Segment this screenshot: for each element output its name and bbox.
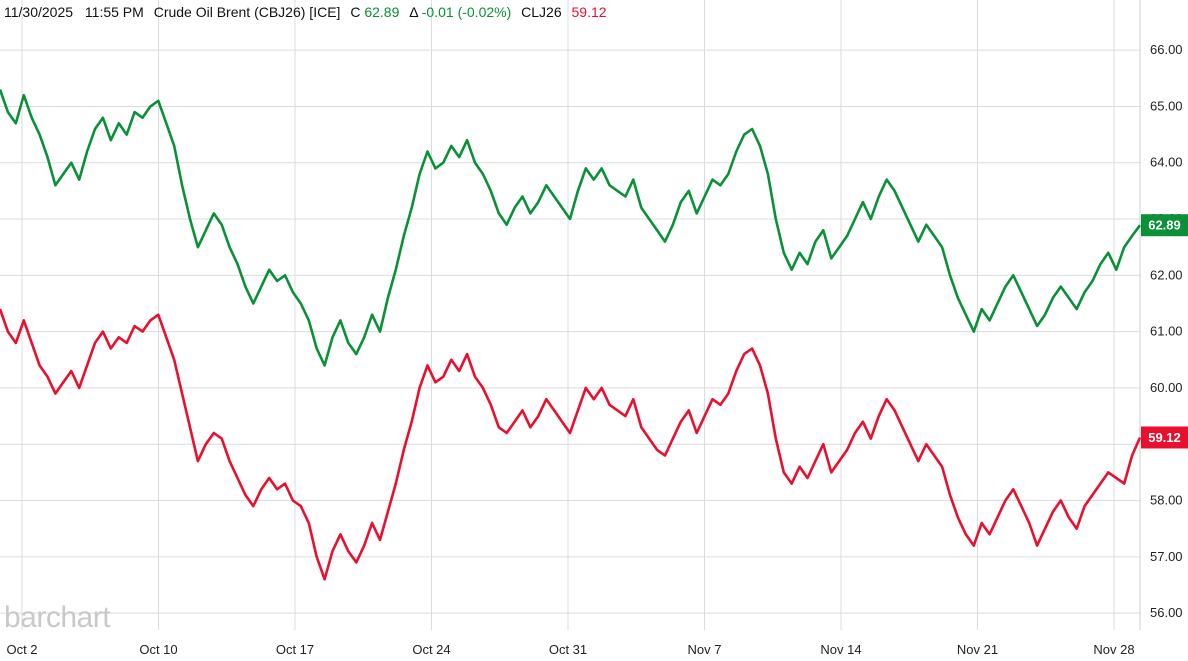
x-axis-ticks: Oct 2 Oct 10 Oct 17 Oct 24 Oct 31 Nov 7 Nov 14… [6, 642, 1134, 657]
header-time: 11:55 PM [85, 4, 144, 20]
header-delta-prefix: Δ [409, 4, 418, 20]
x-tick-label: Oct 24 [412, 642, 450, 657]
last-price-badges: 62.89 59.12 [1141, 214, 1188, 449]
y-tick-label: 66.00 [1150, 42, 1183, 57]
y-tick-label: 61.00 [1150, 324, 1183, 339]
header-compare-value: 59.12 [572, 4, 607, 20]
y-axis-ticks: 66.0065.0064.0063.0062.0061.0060.0059.00… [1150, 42, 1183, 620]
chart-header: 11/30/2025 11:55 PM Crude Oil Brent (CBJ… [4, 4, 607, 20]
grid-lines [0, 0, 1141, 630]
header-date: 11/30/2025 [4, 4, 73, 20]
x-tick-label: Nov 14 [820, 642, 861, 657]
y-tick-label: 58.00 [1150, 493, 1183, 508]
barchart-watermark: barchart [4, 601, 111, 634]
y-tick-label: 64.00 [1150, 155, 1183, 170]
series-lines [0, 89, 1142, 581]
header-close-prefix: C [350, 4, 360, 20]
header-instrument-name: Crude Oil Brent (CBJ26) [ICE] [154, 4, 341, 20]
last-price-badge-compare [1141, 426, 1188, 449]
y-tick-label: 56.00 [1150, 605, 1183, 620]
header-close-value: 62.89 [364, 4, 399, 20]
x-tick-label: Nov 28 [1093, 642, 1134, 657]
x-tick-label: Nov 21 [957, 642, 998, 657]
series-line-clj26 [0, 308, 1142, 581]
y-tick-label: 65.00 [1150, 98, 1183, 113]
x-tick-label: Nov 7 [688, 642, 722, 657]
x-tick-label: Oct 31 [549, 642, 587, 657]
x-tick-label: Oct 2 [6, 642, 37, 657]
x-tick-label: Oct 17 [276, 642, 314, 657]
series-line-brent [0, 89, 1142, 367]
y-tick-label: 57.00 [1150, 549, 1183, 564]
x-tick-label: Oct 10 [139, 642, 177, 657]
y-tick-label: 60.00 [1150, 380, 1183, 395]
last-price-label-primary: 62.89 [1148, 218, 1181, 233]
header-compare-symbol: CLJ26 [521, 4, 562, 20]
header-change-value: -0.01 (-0.02%) [422, 4, 511, 20]
y-tick-label: 62.00 [1150, 267, 1183, 282]
last-price-badge-primary [1141, 214, 1188, 237]
last-price-label-compare: 59.12 [1148, 430, 1181, 445]
